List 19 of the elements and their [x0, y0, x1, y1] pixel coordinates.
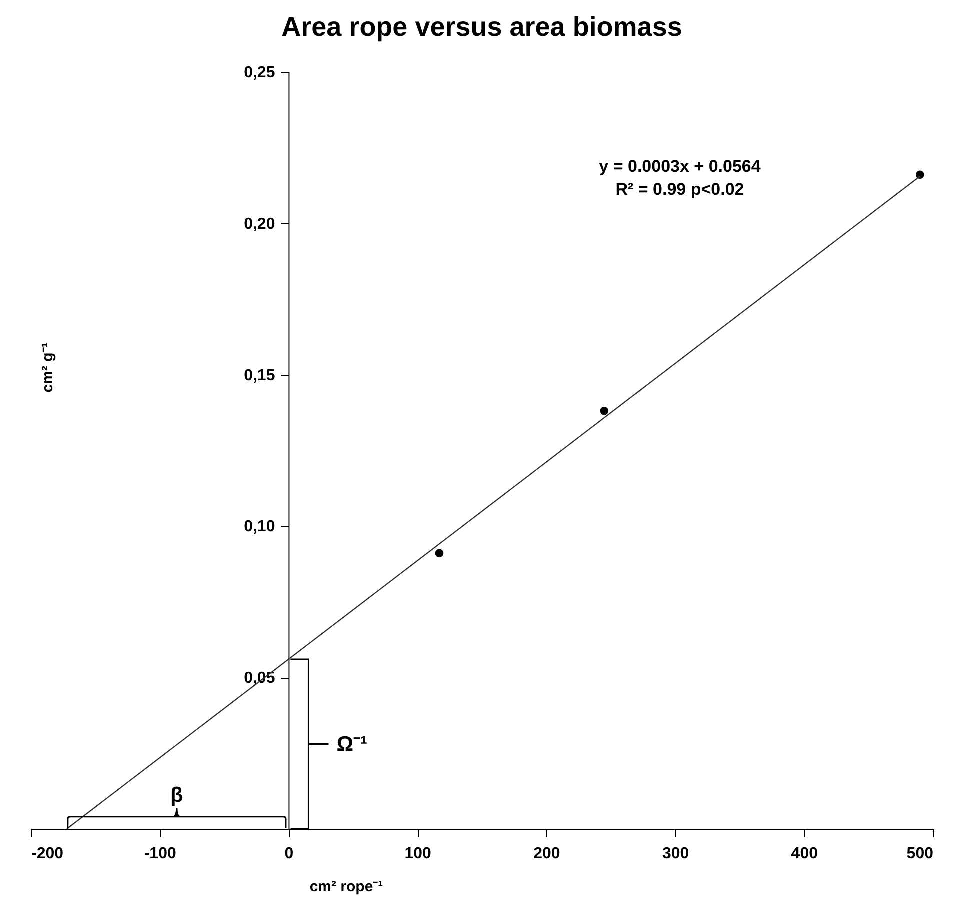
x-tick-label: -200: [32, 846, 64, 862]
y-axis-title: cm² g⁻¹: [40, 342, 56, 393]
y-tick-label: 0,25: [244, 64, 276, 82]
annotation: Ω⁻¹: [336, 733, 368, 756]
x-tick-label: 500: [906, 846, 934, 862]
chart-title: Area rope versus area biomass: [282, 12, 682, 42]
x-axis-title: cm² rope⁻¹: [310, 878, 384, 896]
annotation: R² = 0.99 p<0.02: [616, 180, 744, 199]
x-tick-label: 100: [404, 846, 432, 862]
y-tick-label: 0,15: [244, 367, 276, 384]
x-tick-label: 300: [662, 846, 690, 862]
y-tick-label: 0,20: [244, 216, 276, 233]
x-tick-label: 200: [534, 846, 560, 862]
x-tick-label: 400: [791, 846, 818, 862]
x-tick-label: -100: [144, 846, 176, 862]
annotation: y = 0.0003x + 0.0564: [599, 157, 762, 176]
x-tick-label: 0: [284, 846, 294, 862]
y-tick-label: 0,10: [244, 518, 276, 536]
annotation: β: [170, 784, 184, 807]
